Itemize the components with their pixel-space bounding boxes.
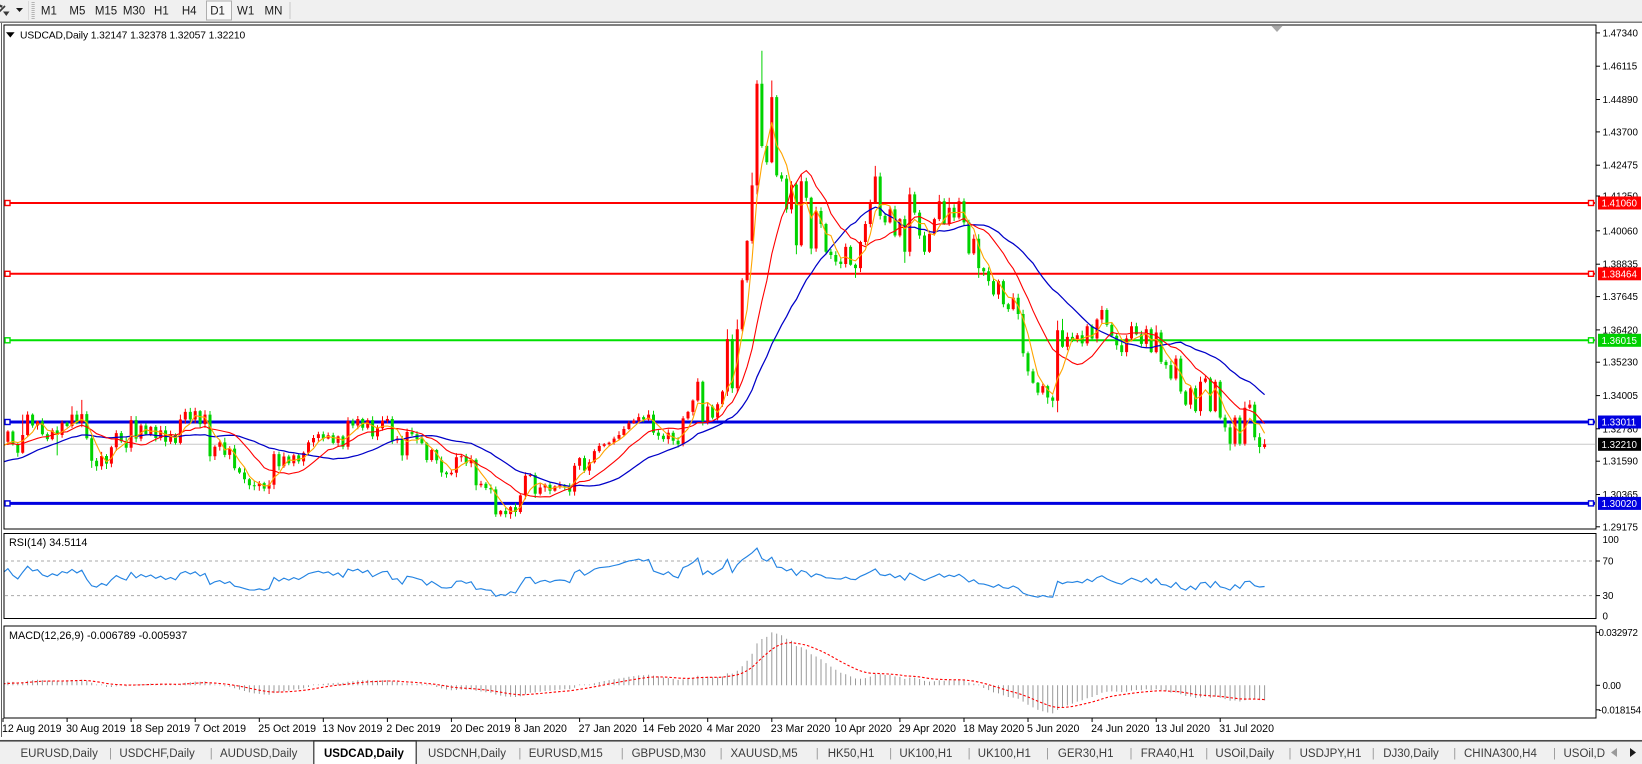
svg-text:USOil,D: USOil,D	[1564, 748, 1606, 760]
svg-text:|: |	[1289, 748, 1292, 760]
svg-text:UK100,H1: UK100,H1	[899, 748, 952, 760]
svg-text:GBPUSD,M30: GBPUSD,M30	[632, 748, 706, 760]
svg-text:1.30020: 1.30020	[1602, 499, 1638, 510]
svg-text:18 Sep 2019: 18 Sep 2019	[130, 723, 190, 735]
svg-text:USDCHF,Daily: USDCHF,Daily	[119, 748, 195, 760]
svg-text:1.37645: 1.37645	[1603, 292, 1639, 303]
svg-text:1.41060: 1.41060	[1602, 199, 1638, 210]
svg-text:|: |	[1130, 748, 1133, 760]
svg-text:USDJPY,H1: USDJPY,H1	[1300, 748, 1362, 760]
svg-text:1.30365: 1.30365	[1603, 490, 1639, 501]
svg-text:20 Dec 2019: 20 Dec 2019	[450, 723, 510, 735]
svg-text:30 Aug 2019: 30 Aug 2019	[66, 723, 126, 735]
svg-text:DJ30,Daily: DJ30,Daily	[1383, 748, 1439, 760]
svg-text:1.32780: 1.32780	[1603, 424, 1639, 435]
svg-text:GER30,H1: GER30,H1	[1058, 748, 1114, 760]
svg-text:1.38835: 1.38835	[1603, 260, 1639, 271]
svg-text:1.35230: 1.35230	[1603, 358, 1639, 369]
svg-text:1.38464: 1.38464	[1602, 269, 1638, 280]
svg-text:13 Nov 2019: 13 Nov 2019	[322, 723, 382, 735]
svg-text:USOil,Daily: USOil,Daily	[1215, 748, 1274, 760]
svg-text:8 Jan 2020: 8 Jan 2020	[515, 723, 568, 735]
svg-text:|: |	[1553, 748, 1556, 760]
svg-text:H4: H4	[182, 6, 197, 18]
svg-text:|: |	[1205, 748, 1208, 760]
svg-text:18 May 2020: 18 May 2020	[963, 723, 1024, 735]
svg-text:M30: M30	[123, 6, 145, 18]
svg-text:|: |	[1046, 748, 1049, 760]
svg-text:|: |	[109, 748, 112, 760]
svg-text:7 Oct 2019: 7 Oct 2019	[194, 723, 246, 735]
svg-text:1.29175: 1.29175	[1603, 522, 1639, 533]
svg-text:70: 70	[1603, 557, 1614, 568]
svg-text:25 Oct 2019: 25 Oct 2019	[258, 723, 316, 735]
svg-text:1.33011: 1.33011	[1602, 418, 1637, 429]
svg-text:14 Feb 2020: 14 Feb 2020	[643, 723, 703, 735]
svg-text:AUDUSD,Daily: AUDUSD,Daily	[220, 748, 298, 760]
svg-text:FRA40,H1: FRA40,H1	[1141, 748, 1195, 760]
svg-text:XAUUSD,M5: XAUUSD,M5	[731, 748, 798, 760]
svg-text:1.44890: 1.44890	[1603, 95, 1639, 106]
svg-text:0: 0	[1603, 612, 1609, 623]
svg-text:10 Apr 2020: 10 Apr 2020	[835, 723, 892, 735]
svg-text:0.00: 0.00	[1603, 681, 1622, 692]
svg-text:1.34005: 1.34005	[1603, 391, 1639, 402]
svg-text:HK50,H1: HK50,H1	[828, 748, 875, 760]
svg-text:30: 30	[1603, 591, 1614, 602]
svg-text:|: |	[1453, 748, 1456, 760]
svg-text:UK100,H1: UK100,H1	[978, 748, 1031, 760]
svg-text:27 Jan 2020: 27 Jan 2020	[579, 723, 637, 735]
svg-text:|: |	[518, 748, 521, 760]
svg-text:M15: M15	[95, 6, 117, 18]
svg-text:4 Mar 2020: 4 Mar 2020	[707, 723, 761, 735]
svg-text:MN: MN	[265, 6, 283, 18]
svg-text:USDCNH,Daily: USDCNH,Daily	[428, 748, 506, 760]
svg-text:5 Jun 2020: 5 Jun 2020	[1027, 723, 1080, 735]
svg-text:-0.018154: -0.018154	[1599, 705, 1642, 716]
svg-text:1.47340: 1.47340	[1603, 28, 1639, 39]
svg-text:D1: D1	[210, 6, 225, 18]
svg-text:W1: W1	[237, 6, 254, 18]
svg-text:|: |	[968, 748, 971, 760]
svg-text:2 Dec 2019: 2 Dec 2019	[386, 723, 440, 735]
svg-text:M5: M5	[69, 6, 85, 18]
svg-text:1.43700: 1.43700	[1603, 127, 1639, 138]
svg-text:1.31590: 1.31590	[1603, 457, 1639, 468]
svg-text:100: 100	[1603, 535, 1620, 546]
svg-text:|: |	[889, 748, 892, 760]
svg-text:23 Mar 2020: 23 Mar 2020	[771, 723, 831, 735]
svg-text:1.32210: 1.32210	[1602, 440, 1638, 451]
svg-text:12 Aug 2019: 12 Aug 2019	[2, 723, 62, 735]
svg-text:USDCAD,Daily 1.32147 1.32378: USDCAD,Daily 1.32147 1.32378 1.32057 1.3…	[20, 31, 246, 42]
svg-text:M1: M1	[41, 6, 57, 18]
svg-text:1.36420: 1.36420	[1603, 325, 1639, 336]
svg-text:EURUSD,M15: EURUSD,M15	[529, 748, 603, 760]
svg-text:|: |	[720, 748, 723, 760]
svg-text:|: |	[621, 748, 624, 760]
svg-text:|: |	[210, 748, 213, 760]
svg-text:MACD(12,26,9) -0.006789 -0.005: MACD(12,26,9) -0.006789 -0.005937	[9, 630, 187, 642]
svg-text:1.42475: 1.42475	[1603, 161, 1639, 172]
svg-text:0.032972: 0.032972	[1599, 628, 1638, 639]
svg-text:EURUSD,Daily: EURUSD,Daily	[21, 748, 99, 760]
svg-text:29 Apr 2020: 29 Apr 2020	[899, 723, 956, 735]
svg-text:1.40060: 1.40060	[1603, 226, 1639, 237]
svg-text:CHINA300,H4: CHINA300,H4	[1464, 748, 1537, 760]
svg-text:H1: H1	[154, 6, 169, 18]
svg-text:13 Jul 2020: 13 Jul 2020	[1155, 723, 1210, 735]
svg-text:24 Jun 2020: 24 Jun 2020	[1091, 723, 1149, 735]
svg-text:31 Jul 2020: 31 Jul 2020	[1219, 723, 1274, 735]
svg-text:USDCAD,Daily: USDCAD,Daily	[324, 748, 404, 760]
svg-text:|: |	[1372, 748, 1375, 760]
svg-text:|: |	[816, 748, 819, 760]
svg-text:1.36015: 1.36015	[1602, 336, 1638, 347]
svg-text:1.46115: 1.46115	[1603, 62, 1638, 73]
svg-text:RSI(14) 34.5114: RSI(14) 34.5114	[9, 537, 87, 549]
